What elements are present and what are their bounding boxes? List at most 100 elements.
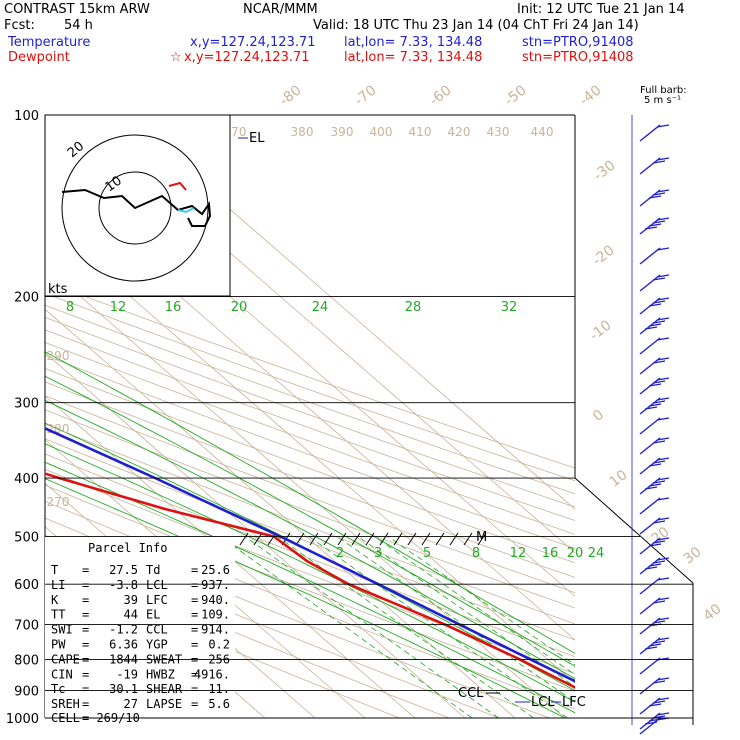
parcel-value-li: -3.8 [109,578,138,592]
hodograph-trace-upper [168,181,187,191]
wind-barb [639,189,670,207]
el-label: EL [249,131,265,146]
wind-barb-feather [656,457,670,461]
wind-barb-staff [639,247,661,265]
isotherm-20 [45,221,575,684]
parcel-value-hwbz: 4916. [194,667,230,681]
wind-barb [639,597,670,615]
lfc-label: LFC [562,695,586,710]
ccl-label: CCL [458,686,484,701]
parcel-value-lapse: 5.6 [208,697,230,711]
parcel-equals: = [82,593,89,607]
parcel-equals: = [191,697,198,711]
mixing-ratio-label-2: 2 [336,546,344,561]
wind-barb-feather [648,323,662,327]
parcel-equals: = [191,667,198,681]
level-hash-mark [407,532,417,546]
parcel-key-lfc: LFC [146,593,168,607]
moist-adiabat-label-12: 12 [110,300,127,315]
mixing-ratio-12 [336,536,575,703]
level-hash-mark [337,532,347,546]
wind-barb [639,577,670,595]
level-hash-mark [253,532,263,546]
wind-barb-feather [652,400,666,404]
parcel-equals: = [82,638,89,652]
level-hash-mark [295,532,305,546]
parcel-info-title: Parcel Info [88,541,167,555]
wind-barb [639,317,670,335]
hodograph-trace [61,188,212,227]
isotherm--20 [45,395,416,719]
pressure-label-400: 400 [14,472,39,487]
hodograph-axis-label: kts [48,282,68,297]
wind-barb-feather [656,274,670,278]
isotherm-label--30: -30 [591,157,619,184]
isotherm--30 [45,439,366,719]
wind-barb [639,557,670,575]
parcel-panel-bg [45,537,235,727]
moist-adiabat-34 [45,351,575,654]
wind-barb-staff [639,357,661,375]
wind-barb [639,457,670,475]
parcel-value-ccl: 914. [201,623,230,637]
isotherm-label--10: -10 [587,317,615,344]
hodograph-ring-inner [98,171,172,245]
valid-time: Valid: 18 UTC Thu 23 Jan 14 (04 ChT Fri … [313,18,639,33]
wind-barb [639,417,670,435]
dewpoint-station: stn=PTRO,91408 [522,50,634,65]
parcel-key-k: K [51,593,59,607]
wind-barb-feather [656,157,670,161]
dry-adiabat-450 [45,281,575,469]
wind-barb-feather [644,486,658,490]
dry-adiabat-430 [45,304,575,495]
parcel-key-li: LI [51,578,65,592]
dewpoint-latlon: lat,lon= 7.33, 134.48 [344,50,483,65]
wind-barb-feather [656,297,670,301]
parcel-key-t: T [51,563,58,577]
center-title: NCAR/MMM [243,2,318,17]
mixing-ratio-24 [387,536,575,666]
wind-barb-feather [656,577,670,581]
wind-barb [639,497,670,515]
level-hash-mark [309,532,319,546]
dry-adiabat-410 [45,329,575,521]
wind-barb-feather [656,337,670,341]
wind-barb-staff [639,337,661,355]
parcel-key-td: Td [146,563,160,577]
theta-label-430: 430 [487,125,510,139]
dry-adiabat-350 [45,409,575,609]
moist-adiabat-label-24: 24 [312,300,329,315]
mixing-ratio-16 [357,536,575,688]
dry-adiabat-320 [45,453,575,658]
wind-barb [639,247,670,265]
theta-label-440: 440 [531,125,554,139]
wind-barb-feather [644,646,658,650]
wind-barb [639,274,670,292]
isotherm--10 [45,352,466,719]
mixing-ratio-label-16: 16 [542,546,559,561]
parcel-key-lcl: LCL [146,578,168,592]
forecast-hour: 54 h [64,18,93,33]
parcel-key-lapse: LAPSE [146,697,182,711]
wind-barb-staff [639,124,661,142]
wind-barb [639,357,670,375]
isotherm--100 [0,115,15,718]
wind-barb [639,712,670,730]
wind-barb-feather [644,566,658,570]
mixing-ratio-8 [308,536,568,719]
level-hash-mark [351,532,361,546]
wind-barb-feather [644,406,658,410]
wind-barb-feather [656,517,670,521]
temperature-xy: x,y=127.24,123.71 [190,35,316,50]
parcel-key-shear: SHEAR [146,682,183,696]
dry-adiabat-440 [45,292,575,482]
parcel-equals: = [82,697,89,711]
theta-label-410: 410 [409,125,432,139]
mixing-ratio-label-5: 5 [423,546,431,561]
isotherm-0 [45,308,516,719]
wind-barb-feather [652,192,666,196]
wind-barb-feather [652,540,666,544]
theta-label-left-270: 270 [47,495,70,509]
wind-barb-feather [648,643,662,647]
parcel-key-tc: Tc [51,682,65,696]
